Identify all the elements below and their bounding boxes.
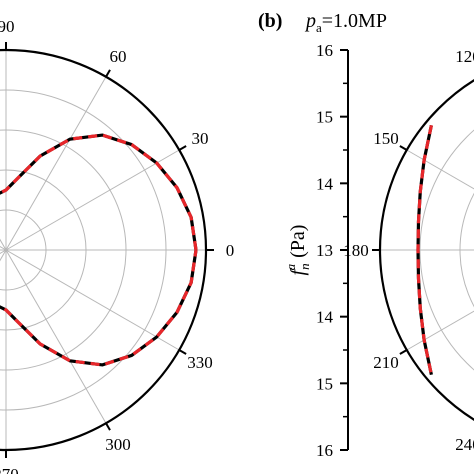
panel-b-grid (380, 129, 474, 371)
panel-b-angle-labels: 120 150 180 210 240 (343, 47, 474, 454)
radial-tick-label: 16 (316, 41, 333, 60)
pa-value: =1.0MP (322, 10, 387, 32)
panel-b-ticks (372, 145, 408, 355)
radial-tick-label: 14 (316, 308, 334, 327)
angle-tick (399, 145, 408, 151)
ylabel-symbol: f (287, 267, 309, 275)
panel-b-series-dashed (416, 124, 433, 376)
ylabel-unit: (Pa) (287, 225, 309, 258)
grid-spoke (0, 249, 7, 255)
panel-a-angle-labels: 0 30 60 90 270 300 330 (0, 17, 234, 474)
angle-label: 0 (226, 241, 235, 260)
grid-spoke (0, 249, 7, 262)
grid-spoke (0, 238, 7, 251)
grid-spoke (406, 310, 474, 351)
grid-spoke (5, 249, 180, 351)
radial-tick-label: 16 (316, 441, 333, 460)
grid-spoke (5, 249, 107, 424)
angle-label: 120 (455, 47, 474, 66)
radial-tick-label: 15 (316, 108, 333, 127)
pa-symbol: p (304, 10, 316, 32)
pa-sub: a (316, 20, 322, 35)
panel-a-series-dashed (0, 133, 198, 367)
radial-tick-label: 14 (316, 174, 334, 193)
panel-b-polar: 120 150 180 210 240 16 15 14 13 14 15 16 (316, 41, 474, 460)
angle-tick (178, 145, 187, 151)
angle-label: 60 (110, 47, 127, 66)
panel-b-ylabel: fna (Pa) (283, 225, 312, 276)
panel-b-label: (b) (258, 10, 282, 32)
angle-label: 180 (343, 241, 369, 260)
grid-spoke (406, 149, 474, 190)
grid-spoke (5, 76, 107, 251)
grid-spoke (5, 149, 180, 251)
panel-a-ticks (5, 42, 214, 458)
radial-tick-label: 13 (316, 241, 333, 260)
angle-label: 300 (105, 435, 131, 454)
ylabel-sup: a (283, 263, 298, 270)
angle-label: 270 (0, 465, 19, 474)
angle-label: 240 (455, 435, 474, 454)
angle-label: 150 (373, 129, 399, 148)
panel-a-grid (0, 50, 206, 450)
angle-label: 330 (187, 353, 213, 372)
panel-b-radial-axis: 16 15 14 13 14 15 16 (316, 41, 349, 460)
angle-tick (105, 69, 111, 78)
grid-spoke (0, 245, 7, 251)
panel-a-polar: 0 30 60 90 270 300 330 (0, 17, 234, 474)
angle-tick (399, 349, 408, 355)
angle-tick (105, 422, 111, 431)
angle-label: 90 (0, 17, 15, 36)
angle-label: 210 (373, 353, 399, 372)
radial-tick-label: 15 (316, 374, 333, 393)
angle-label: 30 (191, 129, 208, 148)
angle-tick (178, 349, 187, 355)
panel-b-pa-title: pa=1.0MP (304, 10, 387, 35)
ylabel-sub: n (297, 263, 312, 270)
